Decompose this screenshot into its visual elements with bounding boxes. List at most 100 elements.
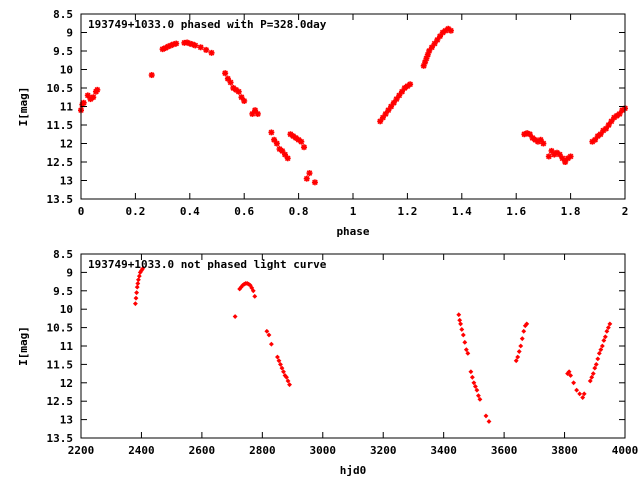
unphased-data-point [592,365,598,371]
unphased-y-ticks: 8.5 9 9.5 10 10.5 11 11.5 12 12.5 13 13.5 [47,248,625,445]
unphased-data-point [458,321,464,327]
phased-x-axis-title: phase [336,225,369,238]
phased-x-tick-label: 1.4 [452,205,472,218]
unphased-data-point [135,277,141,283]
unphased-data-point [593,361,599,367]
phased-y-ticks: 8.5 9 9.5 10 10.5 11 11.5 12 12.5 13 13.5 [47,8,625,206]
phased-data-point [222,70,229,77]
unphased-data-point [465,350,471,356]
phased-data-point [148,72,155,79]
phased-y-tick-label: 9 [66,27,73,40]
unphased-data-point [607,321,613,327]
unphased-x-axis-title: hjd0 [340,464,367,477]
unphased-x-tick-label: 3600 [491,444,518,457]
unphased-data-point [521,328,527,334]
unphased-y-axis-title: I[mag] [17,326,30,366]
unphased-y-tick-label: 12 [60,377,73,390]
unphased-y-tick-label: 10 [60,303,73,316]
phased-data-point [208,49,215,56]
unphased-data-point [516,349,522,354]
phased-data-point [227,79,234,86]
unphased-data-point [456,312,462,318]
unphased-x-tick-label: 2800 [249,444,276,457]
phased-data-point [567,153,574,160]
unphased-data-point [136,273,142,279]
phased-y-tick-label: 12 [60,138,73,151]
phased-light-curve-panel: 0 0.2 0.4 0.6 0.8 1 1.2 1.4 1.6 1.8 2 8.5 9 9.5 10 10.… [17,8,628,238]
unphased-data-point [279,365,285,371]
unphased-data-point [462,339,468,345]
unphased-data-point [266,332,272,338]
phased-y-tick-label: 11.5 [47,119,74,132]
phased-x-tick-label: 0.2 [125,205,145,218]
unphased-x-ticks: 2200 2400 2600 2800 3000 3200 3400 3600 3800 4000 [68,254,639,457]
unphased-data-point [463,347,469,353]
unphased-data-point [276,358,282,364]
phased-data-point [407,81,414,88]
unphased-chart-title: 193749+1033.0 not phased light curve [88,258,327,271]
unphased-data-point [250,288,256,294]
unphased-data-point [595,356,601,362]
phased-data-point [273,140,280,147]
unphased-data-point [590,371,596,377]
phased-data-point [298,138,305,145]
unphased-data-point [475,393,481,399]
phased-data-point [241,97,248,104]
unphased-data-point [278,361,283,367]
unphased-x-tick-label: 3200 [370,444,397,457]
phased-x-tick-label: 2 [622,205,629,218]
unphased-data-point [132,301,138,307]
unphased-y-tick-label: 13.5 [47,432,74,445]
unphased-light-curve-panel: 2200 2400 2600 2800 3000 3200 3400 3600 3800 4000… [17,248,638,477]
unphased-data-point [513,358,519,364]
unphased-data-point [472,384,478,389]
unphased-data-point [574,387,580,393]
phased-data-point [545,153,552,160]
unphased-data-point [140,266,146,272]
unphased-y-tick-label: 8.5 [53,248,73,261]
unphased-data-point [477,396,483,402]
phased-x-tick-label: 0.6 [234,205,254,218]
phased-y-tick-label: 13 [60,175,73,188]
phased-data-point [311,179,318,186]
phased-data-point [306,170,313,177]
phased-chart-title: 193749+1033.0 phased with P=328.0day [88,18,327,31]
unphased-data-point [515,354,521,360]
unphased-data-point [252,293,258,299]
unphased-x-tick-label: 2200 [68,444,95,457]
unphased-data-point [469,374,475,380]
phased-data-point [447,27,454,34]
unphased-data-point [460,332,466,338]
unphased-data-point [599,343,605,349]
unphased-data-point [457,317,463,323]
phased-data-point [254,110,261,117]
unphased-data-point [268,341,274,347]
unphased-data-point [580,395,586,400]
unphased-data-points [132,266,613,424]
unphased-y-tick-label: 12.5 [47,395,74,408]
unphased-data-point [474,387,480,393]
phased-x-tick-label: 1 [350,205,357,218]
phased-data-point [94,86,101,93]
unphased-data-point [589,374,595,380]
unphased-y-tick-label: 11 [60,340,74,353]
unphased-data-point [285,378,291,384]
phased-data-point [303,175,310,182]
unphased-x-tick-label: 4000 [612,444,639,457]
phased-y-tick-label: 12.5 [47,156,74,169]
unphased-data-point [568,373,574,378]
phased-y-tick-label: 10.5 [47,82,74,95]
phased-data-point [192,42,199,49]
unphased-data-point [133,295,139,301]
unphased-data-point [581,391,587,397]
unphased-y-tick-label: 11.5 [47,358,74,371]
phased-data-point [203,46,210,53]
unphased-y-tick-label: 10.5 [47,322,74,335]
phased-data-point [173,40,180,47]
unphased-data-point [598,347,604,353]
unphased-data-point [134,290,140,296]
unphased-data-point [264,328,270,334]
phased-data-point [80,99,87,106]
